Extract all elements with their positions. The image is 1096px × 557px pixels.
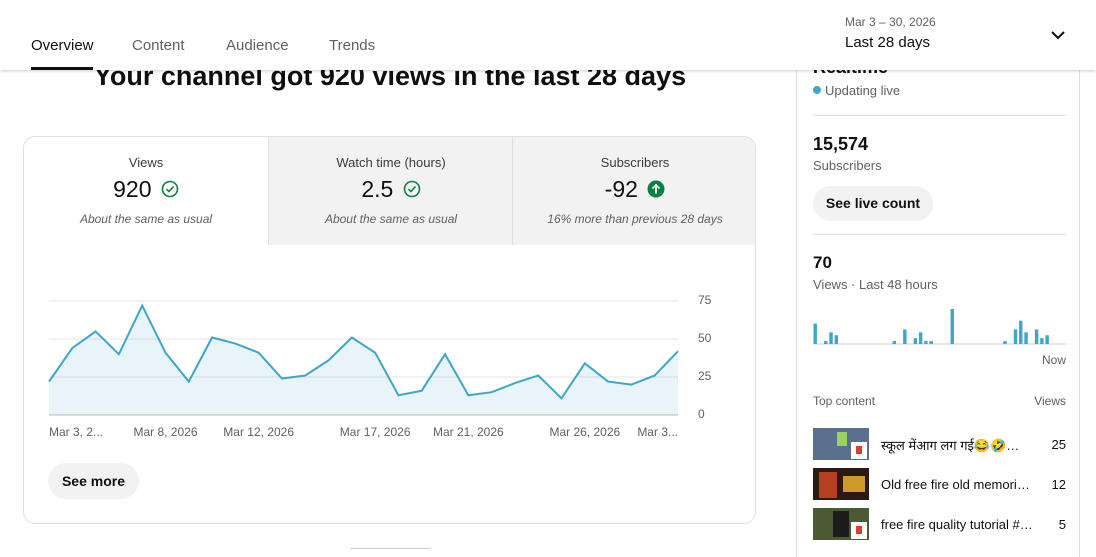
bar — [1013, 329, 1018, 344]
thumbnail[interactable] — [813, 428, 869, 460]
y-tick-label: 50 — [698, 331, 712, 345]
date-range[interactable]: Mar 3 – 30, 2026 — [845, 15, 936, 29]
bar — [892, 341, 896, 344]
top-content-label: Top content — [813, 394, 876, 408]
x-tick-label: Mar 21, 2026 — [433, 425, 504, 439]
x-tick-label: Mar 26, 2026 — [549, 425, 620, 439]
tab[interactable]: Overview — [31, 37, 94, 54]
divider — [350, 548, 431, 549]
see-more-button[interactable]: See more — [48, 463, 139, 499]
separator — [813, 234, 1066, 235]
bar — [1019, 320, 1023, 344]
x-tick-label: Mar 8, 2026 — [133, 425, 197, 439]
metric-value: -92 — [604, 176, 638, 202]
content-title[interactable]: स्कूल मेंआग लग गई😂🤣… — [881, 438, 1020, 453]
content-views: 5 — [1058, 517, 1066, 532]
tab[interactable]: Trends — [329, 37, 376, 54]
check-icon — [161, 180, 179, 198]
panel-border — [796, 70, 797, 557]
area — [49, 305, 678, 415]
metric[interactable]: Subscribers -92 16% more than previous 2… — [512, 137, 755, 245]
tab[interactable]: Audience — [226, 37, 289, 54]
metric-note: About the same as usual — [79, 212, 213, 226]
thumbnail[interactable] — [813, 468, 869, 500]
line — [48, 303, 679, 400]
content-views: 25 — [1051, 437, 1066, 452]
metric-value: 2.5 — [361, 176, 394, 202]
metric-note: About the same as usual — [324, 212, 458, 226]
metric[interactable]: Watch time (hours) 2.5 About the same as… — [268, 137, 513, 245]
bar — [1024, 332, 1028, 344]
bar — [829, 332, 833, 344]
content-title[interactable]: free fire quality tutorial #… — [881, 517, 1033, 532]
line-chart: 0 25 50 75 Mar 3, 2... Mar 8, 2026 Mar 12, 202… — [48, 293, 712, 439]
tab[interactable]: Content — [132, 37, 185, 54]
content-views: 12 — [1051, 477, 1066, 492]
x-tick-label: Mar 12, 2026 — [223, 425, 294, 439]
views-header: Views — [1034, 394, 1066, 408]
tab-underline — [31, 67, 93, 70]
y-tick-label: 25 — [698, 369, 712, 383]
bar — [1003, 341, 1007, 344]
bar — [929, 341, 933, 344]
dropdown-chevron[interactable] — [1050, 28, 1066, 42]
live-status: Updating live — [825, 83, 901, 98]
bar — [1034, 329, 1039, 344]
metric-label: Views — [128, 155, 164, 170]
x-tick-label: Mar 3, 2... — [49, 425, 103, 439]
metrics-card: Views 920 About the same as usual Watch … — [23, 136, 756, 524]
bar — [1040, 338, 1044, 344]
x-tick-label: Mar 17, 2026 — [340, 425, 411, 439]
y-tick-label: 0 — [698, 407, 705, 421]
x-tick-label: Mar 3... — [637, 425, 678, 439]
subscriber-label: Subscribers — [813, 158, 882, 173]
bar — [950, 309, 954, 344]
content-title[interactable]: Old free fire old memori… — [881, 477, 1030, 492]
metric[interactable]: Views 920 About the same as usual — [24, 137, 268, 245]
bar — [813, 323, 817, 344]
date-label[interactable]: Last 28 days — [845, 34, 931, 51]
realtime-chart: Now — [813, 309, 1066, 367]
bar — [913, 338, 918, 344]
thumbnail[interactable] — [813, 508, 869, 540]
bar — [834, 335, 839, 344]
x-label: Now — [1042, 353, 1066, 367]
bar — [903, 329, 907, 344]
metric-label: Subscribers — [600, 155, 670, 170]
realtime-views: 70 — [813, 253, 832, 272]
header: Overview Content Audience Trends Mar 3 –… — [0, 0, 1096, 70]
bar — [1045, 335, 1049, 344]
panel-border — [1079, 70, 1080, 557]
realtime-views-label: Views · Last 48 hours — [813, 277, 938, 292]
separator — [813, 115, 1066, 116]
live-dot — [813, 86, 821, 94]
check-icon — [403, 180, 420, 198]
bar — [924, 341, 928, 344]
subscriber-count: 15,574 — [813, 134, 869, 154]
metric-value: 920 — [113, 176, 152, 202]
bar — [824, 341, 828, 344]
up-icon — [647, 180, 665, 198]
metric-label: Watch time (hours) — [336, 155, 446, 170]
bar — [918, 332, 923, 344]
live-count-button[interactable]: See live count — [813, 186, 933, 221]
metric-note: 16% more than previous 28 days — [547, 212, 723, 226]
y-tick-label: 75 — [698, 293, 712, 307]
